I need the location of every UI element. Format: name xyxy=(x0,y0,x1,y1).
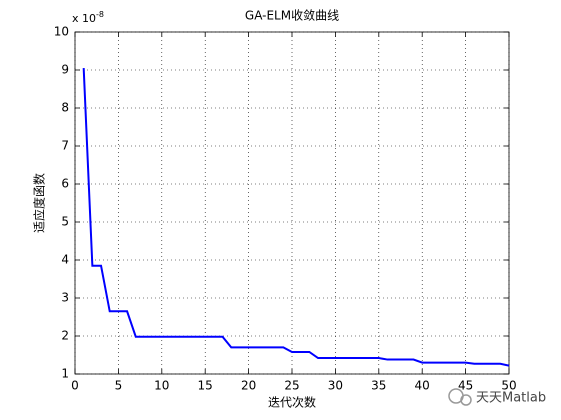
y-tick-label: 3 xyxy=(61,291,69,305)
axes-box xyxy=(74,31,510,375)
x-tick-label: 0 xyxy=(71,379,79,393)
x-tick-label: 30 xyxy=(328,379,343,393)
y-multiplier-base: x 10 xyxy=(72,12,96,25)
x-tick-label: 20 xyxy=(241,379,256,393)
y-tick-label: 6 xyxy=(61,177,69,191)
x-tick-label: 40 xyxy=(415,379,430,393)
chart-title: GA-ELM收敛曲线 xyxy=(245,8,339,23)
y-tick-label: 9 xyxy=(61,63,69,77)
y-tick-label: 4 xyxy=(61,253,69,267)
x-tick-label: 10 xyxy=(154,379,169,393)
watermark-icon xyxy=(448,388,472,406)
x-tick-label: 35 xyxy=(371,379,386,393)
x-tick-label: 5 xyxy=(115,379,123,393)
y-multiplier-exponent: -8 xyxy=(96,10,104,19)
data-line xyxy=(82,68,510,367)
y-tick-label: 8 xyxy=(61,101,69,115)
y-tick-label: 7 xyxy=(61,139,69,153)
y-axis-label: 适应度函数 xyxy=(32,173,47,233)
watermark: 天天Matlab xyxy=(476,391,546,406)
y-multiplier: x 10-8 xyxy=(72,10,104,26)
x-axis-label: 迭代次数 xyxy=(268,395,316,410)
x-tick-label: 45 xyxy=(458,379,473,393)
x-tick-label: 15 xyxy=(198,379,213,393)
x-tick-label: 50 xyxy=(501,379,516,393)
y-tick-label: 5 xyxy=(61,215,69,229)
y-tick-label: 2 xyxy=(61,329,69,343)
y-tick-label: 10 xyxy=(54,25,69,39)
plot-area xyxy=(75,32,509,374)
y-tick-label: 1 xyxy=(61,367,69,381)
x-tick-label: 25 xyxy=(284,379,299,393)
